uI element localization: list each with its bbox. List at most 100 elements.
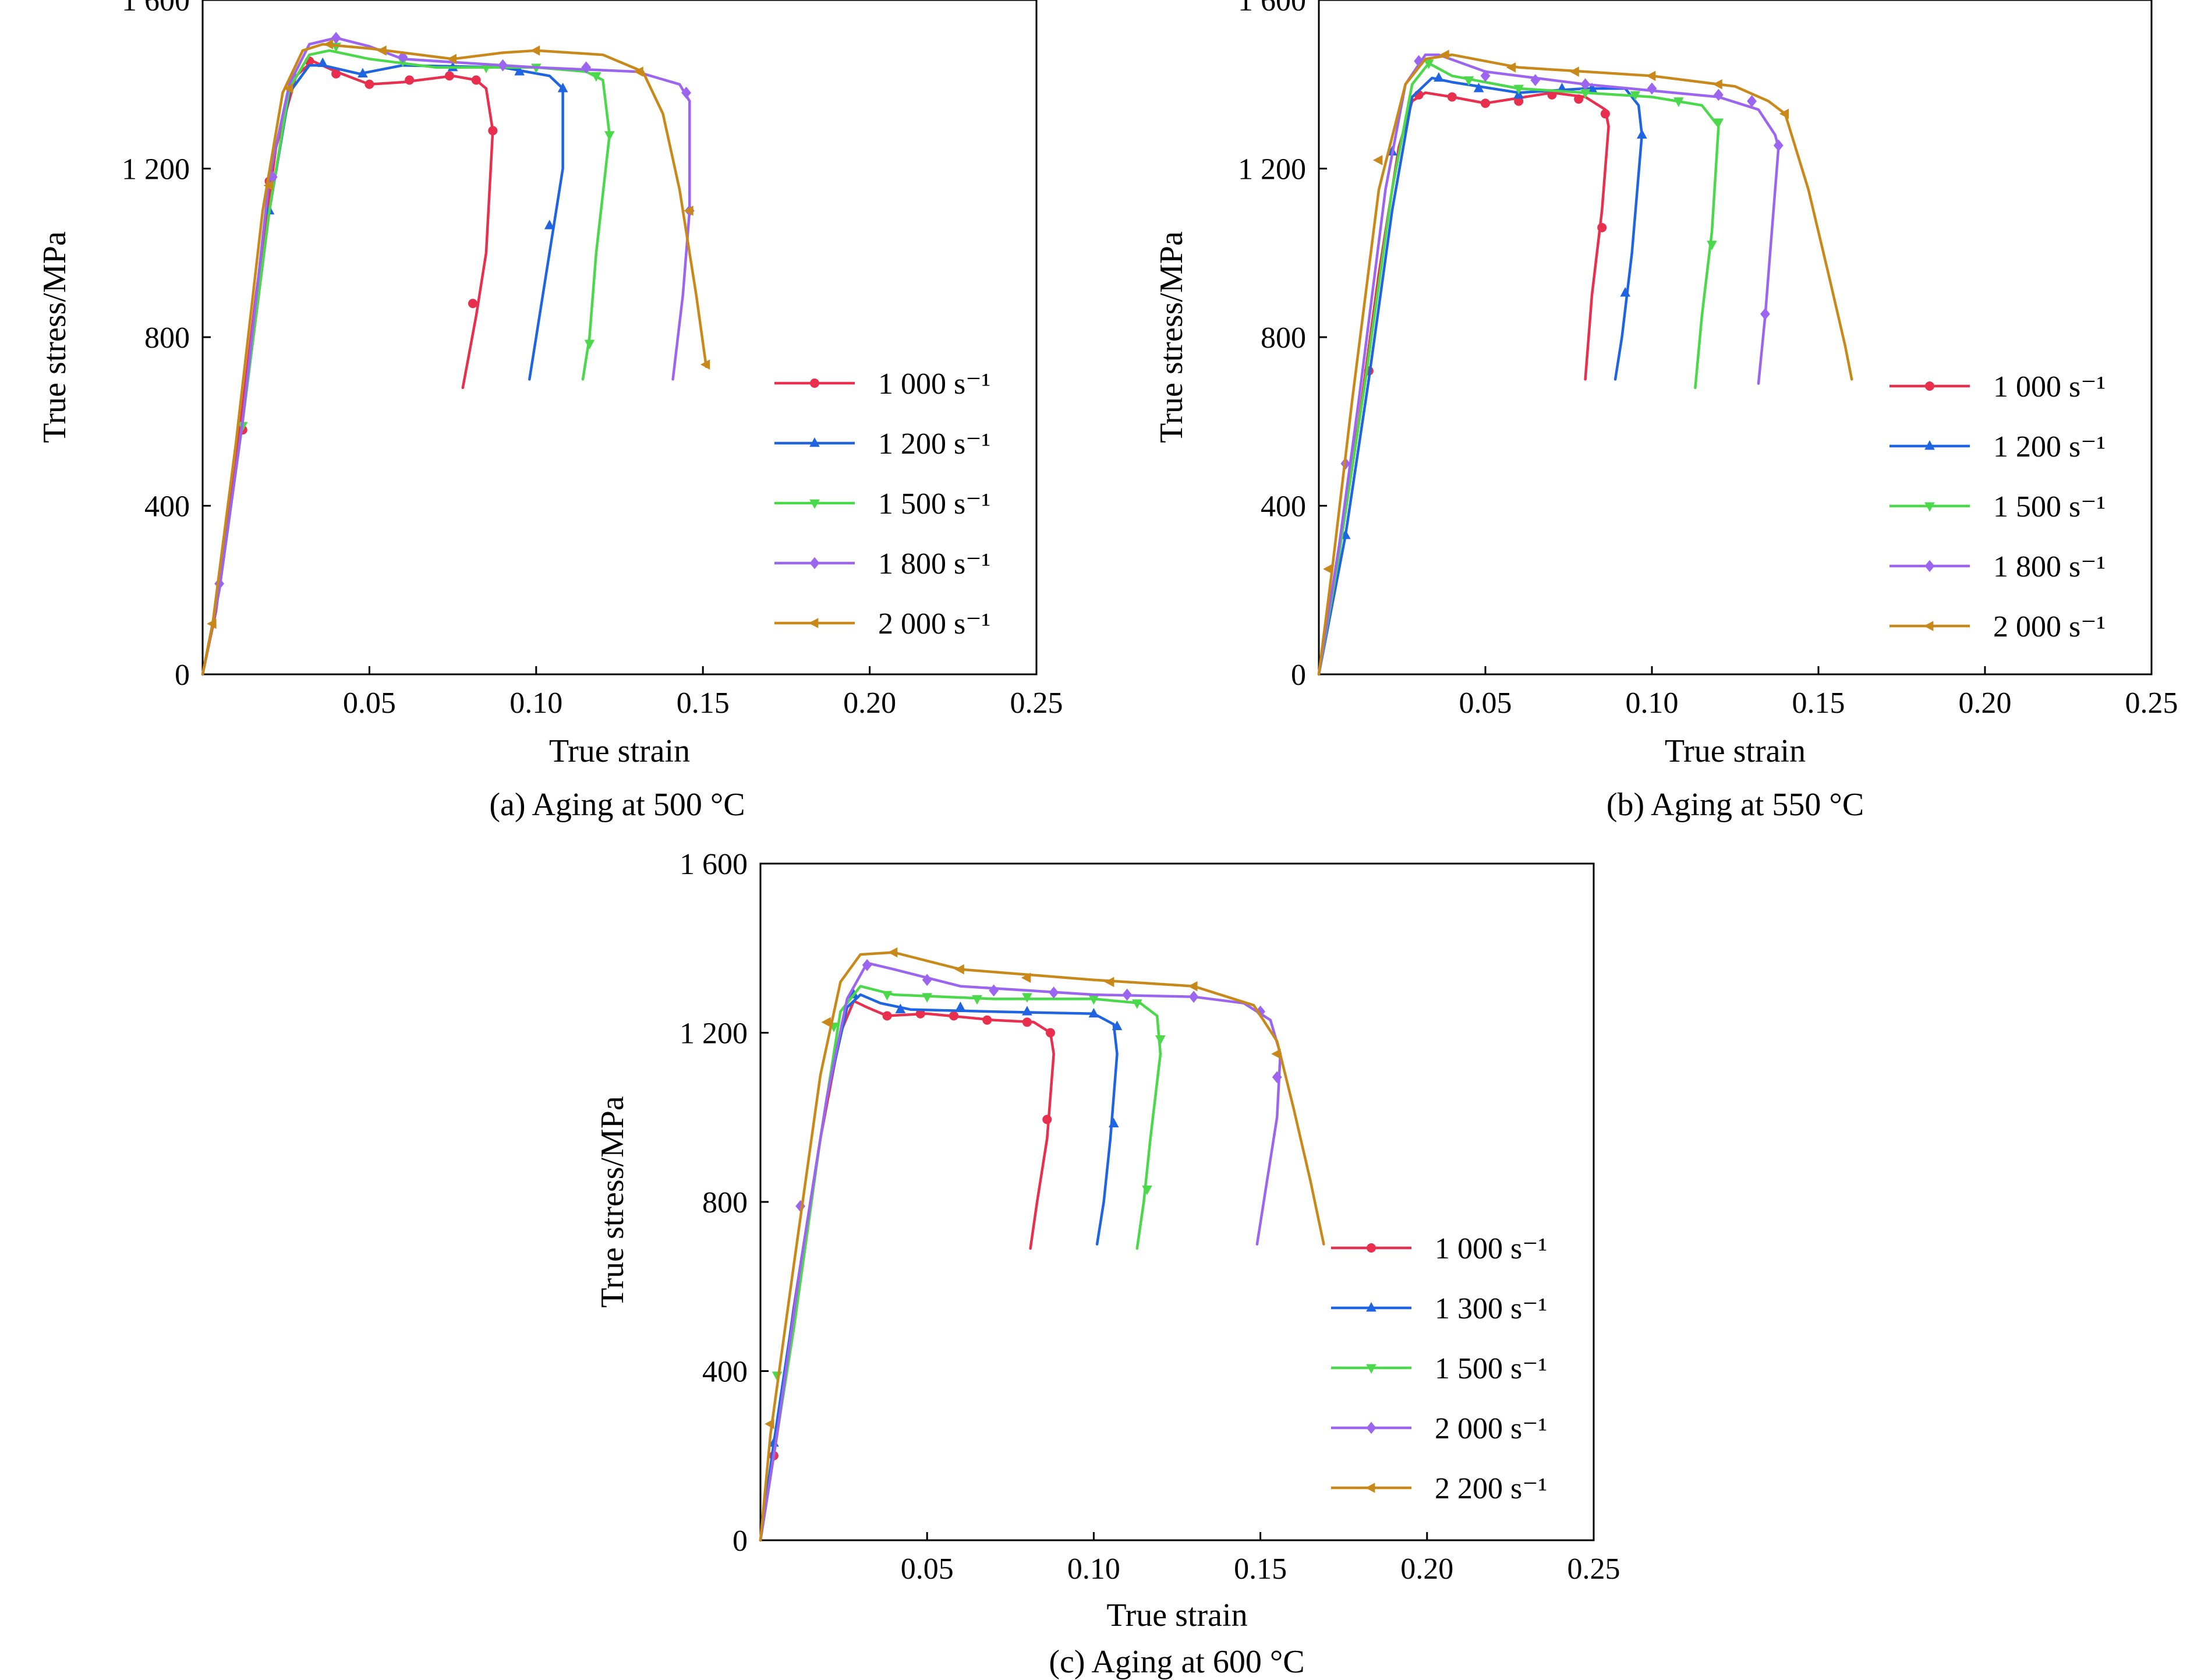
data-point-marker	[581, 61, 592, 74]
data-point-marker	[283, 83, 293, 94]
x-axis-title: True strain	[1106, 1597, 1247, 1633]
data-point-marker	[1473, 82, 1484, 93]
legend-item: 2 000 s⁻¹	[774, 607, 990, 641]
panel-caption: (a) Aging at 500 °C	[489, 787, 745, 823]
data-point-marker	[1580, 78, 1590, 91]
data-point-marker	[1021, 972, 1031, 983]
data-point-marker	[1506, 62, 1516, 73]
x-tick-label: 0.10	[1067, 1552, 1120, 1586]
legend-label: 2 000 s⁻¹	[1993, 610, 2106, 643]
legend-item: 2 000 s⁻¹	[1889, 610, 2106, 643]
data-point-marker	[468, 299, 477, 309]
legend-swatch-marker	[809, 499, 820, 509]
data-point-marker	[481, 63, 491, 73]
legend-swatch-marker	[1924, 502, 1935, 512]
legend-label: 1 000 s⁻¹	[1993, 370, 2106, 404]
series-4	[759, 959, 1282, 1542]
data-point-marker	[604, 131, 615, 141]
legend-item: 1 000 s⁻¹	[1331, 1232, 1547, 1265]
data-point-marker	[498, 59, 508, 72]
x-tick-label: 0.20	[1959, 687, 2012, 720]
data-point-marker	[1049, 986, 1059, 999]
panel-b-chart: 0.05 0.10 0.15 0.20 0.25 0 400 800 1 200 1 600 Tru…	[1153, 0, 2178, 823]
data-point-marker	[882, 991, 893, 1001]
data-point-marker	[1600, 109, 1610, 119]
series-line	[759, 999, 1055, 1542]
data-point-marker	[989, 984, 999, 997]
data-point-marker	[1434, 72, 1444, 82]
data-point-marker	[1714, 89, 1724, 101]
data-point-marker	[323, 39, 334, 49]
series-1	[201, 56, 498, 676]
data-point-marker	[1646, 70, 1656, 82]
data-point-marker	[862, 959, 872, 971]
data-point-marker	[1630, 91, 1641, 101]
legend-item: 1 200 s⁻¹	[774, 427, 990, 461]
x-axis-title: True strain	[549, 733, 690, 769]
data-point-marker	[1042, 1115, 1052, 1124]
legend-item: 1 200 s⁻¹	[1889, 430, 2106, 464]
data-point-marker	[634, 66, 643, 77]
data-point-marker	[1707, 240, 1717, 250]
data-point-marker	[1122, 988, 1133, 1001]
series-3	[201, 43, 615, 676]
legend-label: 1 200 s⁻¹	[878, 427, 990, 461]
data-point-marker	[765, 1419, 774, 1430]
data-point-marker	[591, 72, 601, 82]
data-point-marker	[557, 82, 568, 93]
legend-item: 1 500 s⁻¹	[1331, 1352, 1547, 1385]
data-point-marker	[1414, 55, 1424, 68]
data-point-marker	[1574, 94, 1584, 104]
y-tick-label: 800	[144, 321, 190, 355]
series-line	[1317, 91, 1610, 676]
legend-item: 1 000 s⁻¹	[1889, 370, 2106, 404]
data-point-marker	[922, 993, 932, 1003]
data-point-marker	[1022, 1017, 1032, 1027]
legend-swatch-marker	[1366, 1421, 1376, 1434]
data-point-marker	[1647, 82, 1657, 95]
data-point-marker	[1637, 129, 1647, 139]
legend-label: 2 000 s⁻¹	[878, 607, 990, 641]
legend-swatch-marker	[809, 557, 820, 570]
data-point-marker	[949, 1011, 958, 1021]
data-point-marker	[882, 1011, 892, 1021]
data-point-marker	[377, 45, 387, 56]
legend-swatch-marker	[1924, 440, 1935, 450]
data-point-marker	[972, 995, 982, 1005]
data-point-marker	[1447, 92, 1457, 102]
series-line	[1317, 76, 1644, 676]
data-point-marker	[1372, 155, 1383, 165]
series-1	[1317, 90, 1610, 676]
data-point-marker	[1022, 993, 1032, 1003]
data-point-marker	[1773, 139, 1784, 152]
data-point-marker	[1620, 287, 1631, 297]
data-point-marker	[1142, 1185, 1152, 1196]
series-line	[201, 63, 564, 676]
data-point-marker	[1088, 995, 1099, 1005]
legend-item: 1 300 s⁻¹	[1331, 1292, 1547, 1325]
data-point-marker	[514, 66, 525, 76]
series-1	[759, 999, 1055, 1542]
data-point-marker	[1713, 118, 1724, 128]
legend-swatch-marker	[1366, 1302, 1376, 1312]
data-point-marker	[207, 618, 217, 629]
legend-label: 1 800 s⁻¹	[1993, 550, 2106, 583]
x-axis-title: True strain	[1665, 733, 1806, 769]
data-point-marker	[447, 54, 457, 65]
data-point-marker	[530, 45, 540, 56]
data-point-marker	[887, 947, 898, 958]
data-point-marker	[684, 206, 693, 216]
y-tick-label: 800	[1261, 321, 1306, 355]
data-point-marker	[1481, 98, 1490, 108]
series-line	[1317, 62, 1720, 676]
x-tick-label: 0.25	[1567, 1552, 1620, 1586]
legend-item: 1 800 s⁻¹	[774, 547, 990, 581]
legend-item: 1 500 s⁻¹	[1889, 490, 2106, 524]
data-point-marker	[488, 126, 498, 136]
legend-item: 2 200 s⁻¹	[1331, 1472, 1547, 1505]
y-tick-label: 0	[1291, 659, 1306, 692]
data-point-marker	[471, 75, 481, 85]
data-point-marker	[1439, 49, 1449, 60]
legend-swatch-marker	[810, 379, 819, 388]
y-tick-label: 0	[175, 659, 190, 692]
